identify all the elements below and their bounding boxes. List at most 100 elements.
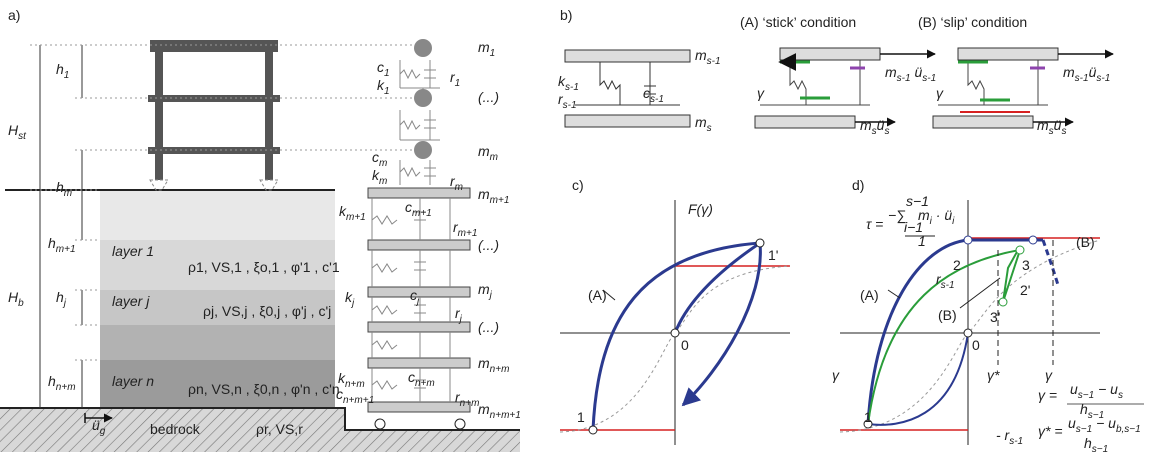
label: (A) (588, 287, 607, 303)
building (148, 40, 280, 190)
subscript: m (379, 158, 387, 169)
subscript: n+m (345, 379, 365, 390)
label: (...) (478, 237, 499, 253)
label: γ* = (1038, 423, 1063, 439)
label: c1 (377, 59, 390, 79)
subscript: s (884, 126, 889, 137)
subscript: m+1 (490, 195, 510, 206)
label-text: − u (1094, 381, 1118, 397)
label-text: ρj, VS,j , ξ0,j , φ'j , c'j (203, 303, 331, 319)
label: 1' (768, 247, 778, 263)
subscript: m+1 (458, 228, 478, 239)
label-text: m (478, 39, 490, 55)
label-text: F(γ) (688, 201, 713, 217)
label-text: (A) (588, 287, 607, 303)
label-text: c (410, 287, 417, 303)
label: km+1 (339, 203, 366, 223)
label-text: γ* = (1038, 423, 1063, 439)
label-text: (...) (478, 89, 499, 105)
label-text: layer 1 (112, 243, 154, 259)
label: msüs (1037, 117, 1066, 137)
label: (A) (860, 287, 879, 303)
label-text: (B) (1076, 234, 1095, 250)
label-text: u (1068, 415, 1076, 431)
label-text: m (1037, 117, 1049, 133)
label: m1 (478, 39, 495, 59)
label: cm (372, 149, 387, 169)
subscript: i (952, 216, 955, 227)
label: ρj, VS,j , ξ0,j , φ'j , c'j (203, 303, 331, 319)
label: layer j (112, 293, 150, 309)
label: hm (56, 179, 72, 199)
label: 1 (864, 409, 872, 425)
label: γ (832, 367, 840, 383)
label: (B) (1076, 234, 1095, 250)
subscript: n+m+1 (343, 395, 374, 406)
soil-profile (0, 190, 520, 452)
label: ks-1 (558, 73, 579, 93)
figure: a)h1Hsthmhm+1Hbhjhn+mlayer 1layer jlayer… (0, 0, 1163, 452)
label: rm+1 (453, 219, 477, 239)
label: ms-1üs-1 (1063, 64, 1110, 84)
label-text: m (918, 207, 930, 223)
label-text: γ (757, 85, 765, 101)
subscript: s-1 (565, 82, 579, 93)
label-text: τ = (866, 216, 883, 232)
subscript: b,s−1 (1116, 424, 1141, 435)
subscript: m+1 (56, 244, 76, 255)
subscript: m (455, 182, 463, 193)
label: mi · üi (918, 207, 955, 227)
label: hn+m (48, 373, 76, 393)
subscript: m (64, 188, 72, 199)
label: hs−1 (1084, 435, 1108, 452)
label: layer 1 (112, 243, 154, 259)
label: 1 (577, 409, 585, 425)
subscript: n+m+1 (490, 410, 521, 421)
label: γ (936, 85, 944, 101)
label: h1 (56, 61, 69, 81)
label-text: h (48, 235, 56, 251)
label: ρ1, VS,1 , ξo,1 , φ'1 , c'1 (188, 259, 340, 275)
label-text: h (1084, 435, 1092, 451)
label: 2' (1020, 282, 1030, 298)
subscript: m+1 (346, 212, 366, 223)
label-text: γ = (1038, 387, 1057, 403)
label-text: 1 (577, 409, 585, 425)
label: ms-1 (695, 47, 721, 67)
label: us−1 − us (1070, 381, 1123, 401)
label: bedrock (150, 421, 201, 437)
subscript: s-1 (1075, 73, 1089, 84)
label: kj (345, 289, 355, 309)
label-text: c (405, 199, 412, 215)
label-text: 1' (768, 247, 778, 263)
label-text: ü (1054, 117, 1062, 133)
label: r1 (450, 69, 460, 89)
label-text: c (643, 85, 650, 101)
label-text: h (56, 289, 64, 305)
label-text: ü (911, 64, 923, 80)
label-text: m (695, 114, 707, 130)
subscript: 1 (455, 78, 461, 89)
label: cs-1 (643, 85, 664, 105)
panel-label: b) (560, 7, 572, 23)
label-text: γ* (987, 367, 1000, 383)
label-text: (A) (860, 287, 879, 303)
label-text: (B) (938, 307, 957, 323)
label: γ* (987, 367, 1000, 383)
subscript: s−1 (1092, 444, 1108, 452)
subscript: n+m (415, 378, 435, 389)
label-text: m (478, 401, 490, 417)
label-text: m (478, 355, 490, 371)
label: layer n (112, 373, 154, 389)
label-text: m (478, 143, 490, 159)
label-text: layer n (112, 373, 154, 389)
subscript: s-1 (922, 73, 936, 84)
label-text: γ (1045, 367, 1053, 383)
subscript: s-1 (1009, 436, 1023, 447)
label: mm+1 (478, 186, 509, 206)
label: 3 (1022, 257, 1030, 273)
label: (A) ‘stick’ condition (740, 14, 856, 30)
label-text: u (1070, 381, 1078, 397)
subscript: n+m (460, 398, 480, 409)
label-text: bedrock (150, 421, 201, 437)
